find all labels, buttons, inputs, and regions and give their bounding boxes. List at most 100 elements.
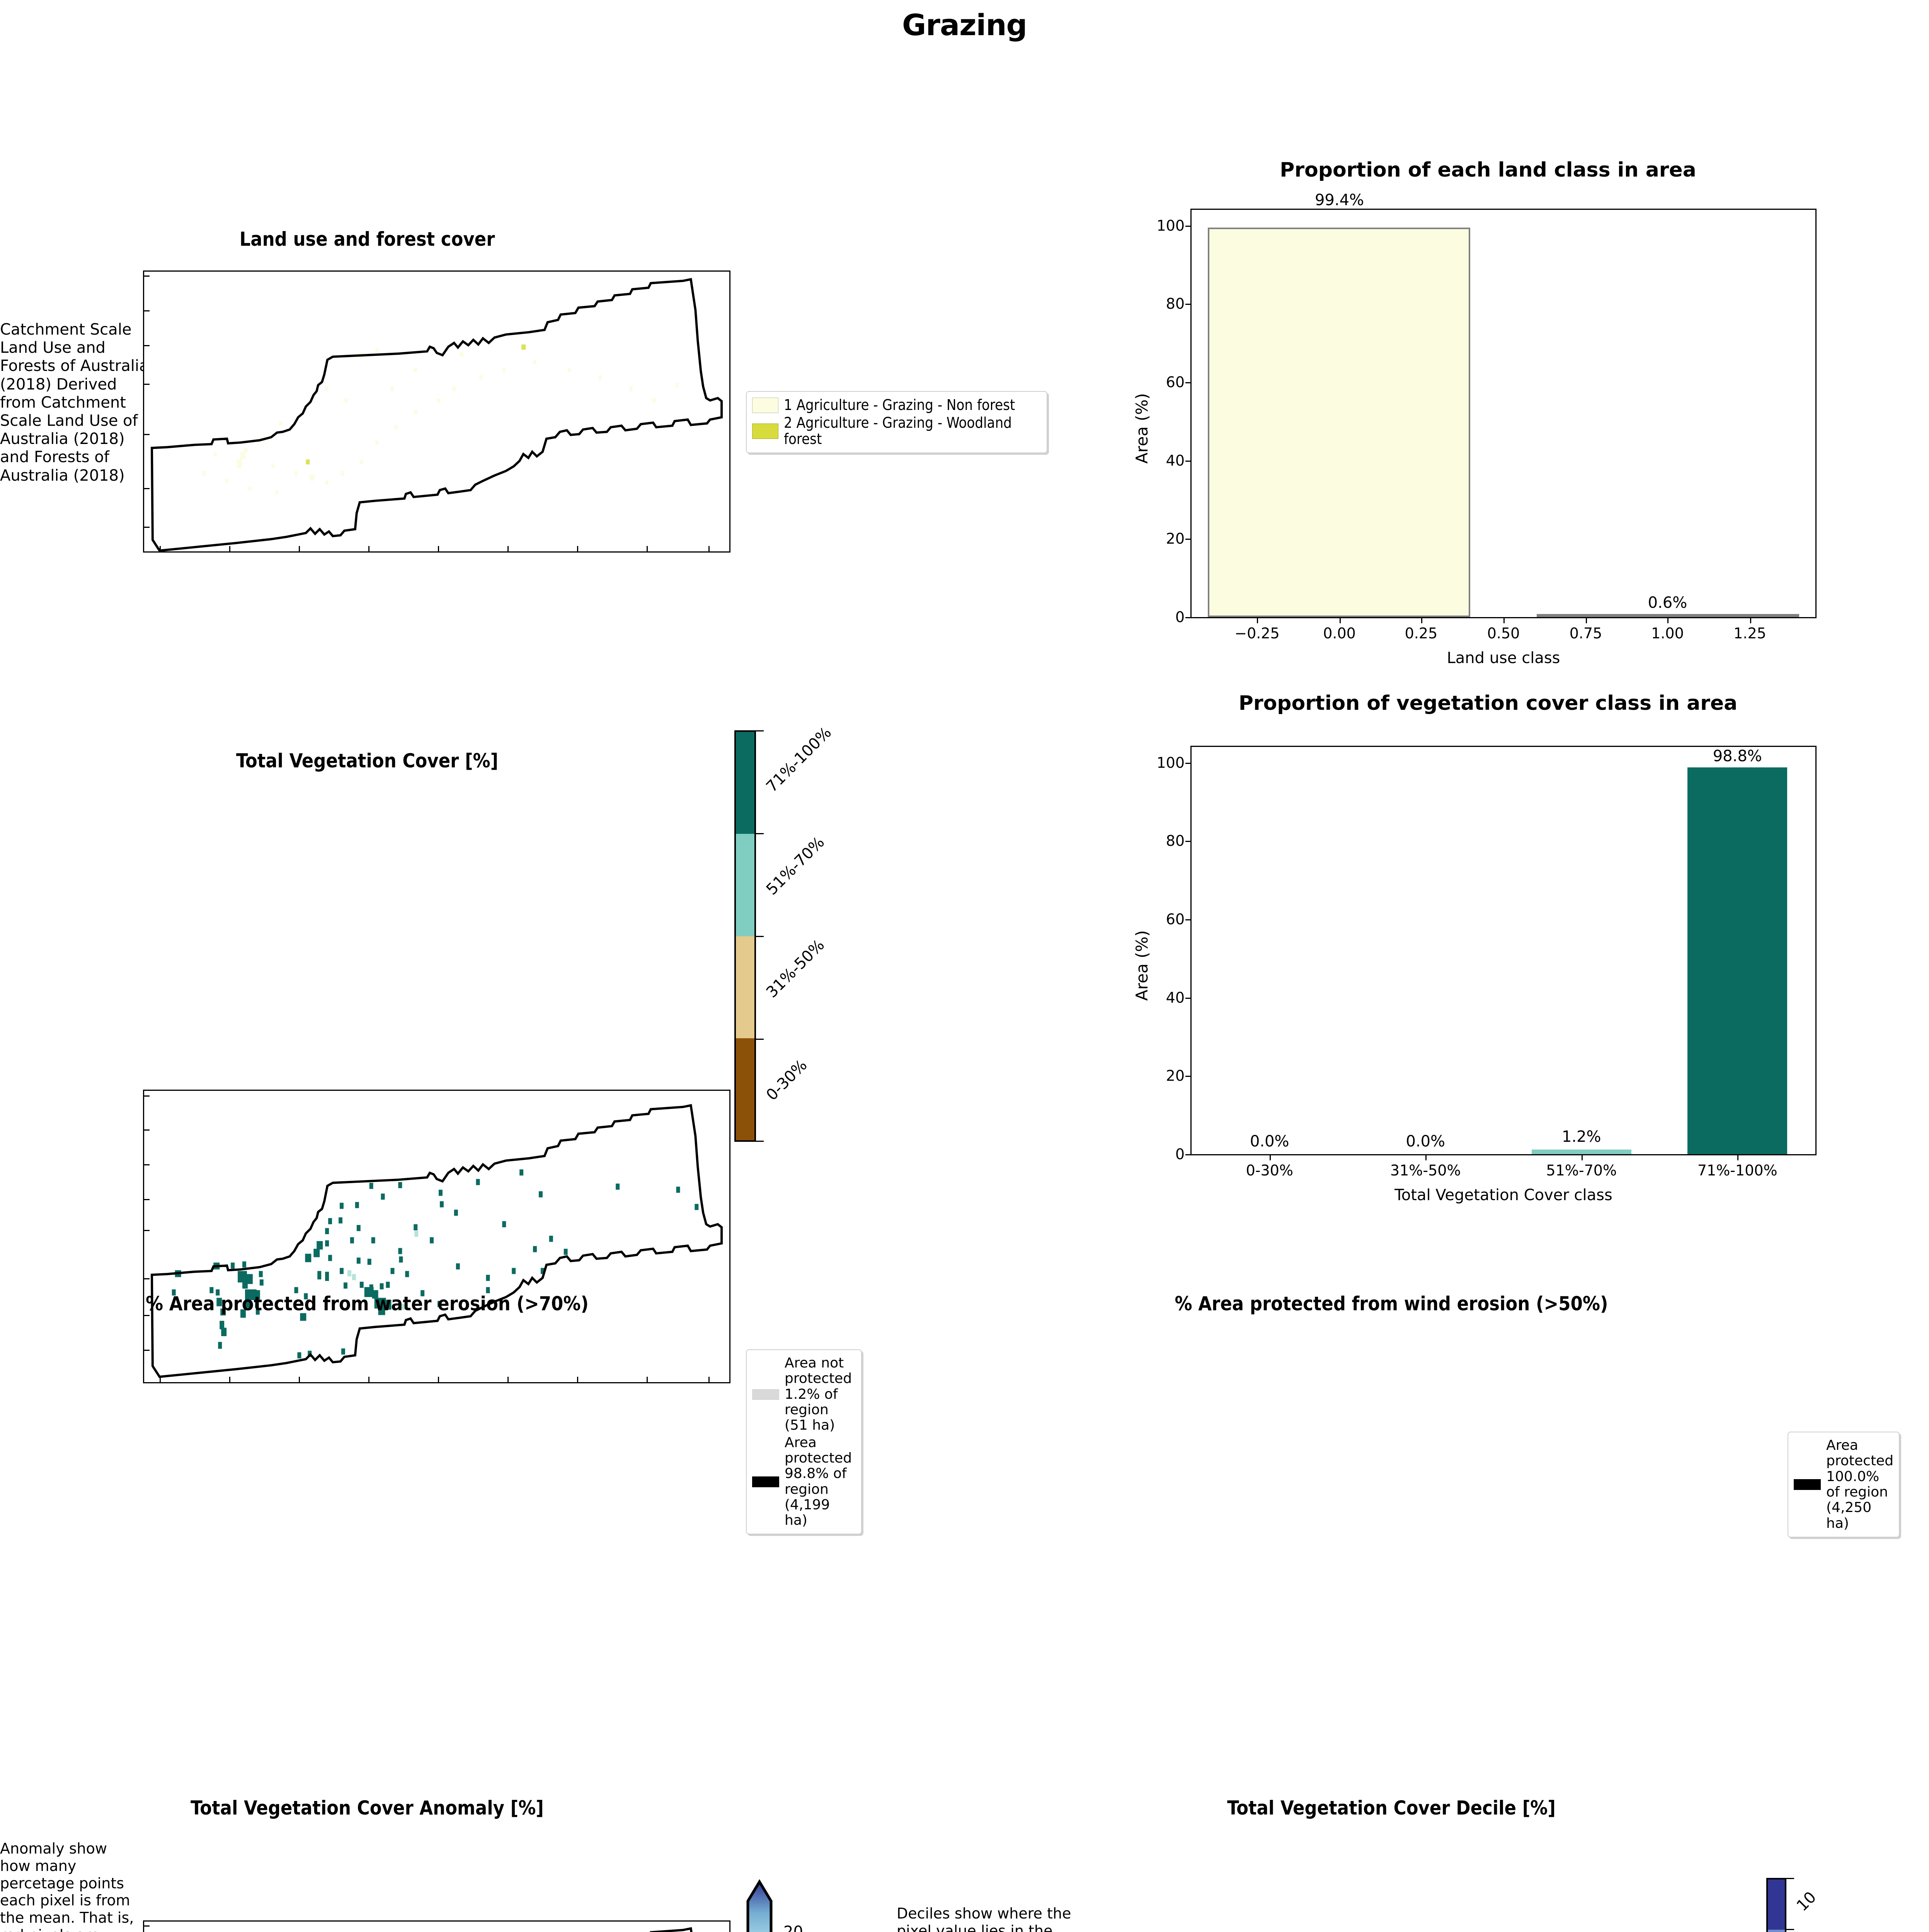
- wind-erosion-map-title: % Area protected from wind erosion (>50%…: [1175, 1293, 1608, 1315]
- legend-label: Area protected 98.8% of region (4,199 ha…: [785, 1434, 852, 1529]
- legend-label: Area not protected 1.2% of region (51 ha…: [785, 1355, 852, 1434]
- colorbar-segment-31-50: [736, 936, 754, 1038]
- bar-value-label: 0.0%: [1250, 1133, 1289, 1150]
- x-tick-label: 31%-50%: [1390, 1162, 1461, 1179]
- y-tick-label: 20: [1166, 530, 1185, 548]
- land-class-chart[interactable]: 99.4% 0.6% 0 20 40 60 80 100 −0.25 0.00 …: [1132, 191, 1817, 667]
- page-title: Grazing: [902, 8, 1027, 42]
- water-erosion-map-title: % Area protected from water erosion (>70…: [146, 1293, 589, 1315]
- bar-land-class-1[interactable]: [1536, 614, 1800, 617]
- veg-class-chart[interactable]: 0.0% 0.0% 1.2% 98.8% 0 20 40 60 80 100 0…: [1132, 746, 1817, 1204]
- x-tick-label: 0.00: [1323, 625, 1356, 642]
- y-axis-label: Area (%): [1132, 393, 1151, 464]
- x-axis-label: Land use class: [1447, 649, 1560, 667]
- veg-class-chart-title: Proportion of vegetation cover class in …: [1238, 692, 1738, 715]
- land-use-map-canvas: [150, 278, 723, 551]
- y-tick-label: 20: [1166, 1067, 1185, 1085]
- legend-label: 2 Agriculture - Grazing - Woodland fores…: [784, 414, 1012, 447]
- x-tick-label: 1.25: [1733, 625, 1766, 642]
- anomaly-map-title: Total Vegetation Cover Anomaly [%]: [191, 1797, 544, 1819]
- land-use-map-title: Land use and forest cover: [239, 228, 495, 250]
- veg-cover-map[interactable]: [143, 1090, 730, 1383]
- land-use-raster: [190, 344, 679, 495]
- veg-cover-map-title: Total Vegetation Cover [%]: [236, 750, 499, 772]
- x-tick-label: 0.50: [1487, 625, 1520, 642]
- x-tick-label: 0.75: [1569, 625, 1602, 642]
- legend-item: Area protected 100.0% of region (4,250 h…: [1794, 1437, 1894, 1531]
- anomaly-map-caption: Anomaly show how many percetage points e…: [0, 1840, 134, 1932]
- bar-value-label: 99.4%: [1314, 191, 1364, 209]
- legend-swatch-protected: [1794, 1479, 1821, 1490]
- bar-value-label: 98.8%: [1713, 747, 1762, 765]
- legend-item: 1 Agriculture - Grazing - Non forest: [752, 397, 1041, 413]
- y-tick-label: 0: [1175, 609, 1185, 626]
- land-use-map[interactable]: [143, 270, 730, 553]
- land-class-plot-area: 99.4% 0.6% 0 20 40 60 80 100 −0.25 0.00 …: [1156, 191, 1817, 642]
- y-tick-label: 100: [1156, 217, 1185, 234]
- colorbar-label-0-30: 0-30%: [763, 1056, 811, 1104]
- y-axis-label: Area (%): [1132, 930, 1151, 1001]
- region-boundary: [649, 1927, 693, 1932]
- colorbar-label-31-50: 31%-50%: [763, 936, 828, 1002]
- y-tick-label: 0: [1175, 1146, 1185, 1163]
- colorbar-label-10: 10: [1793, 1888, 1820, 1915]
- y-tick-label: 100: [1156, 754, 1185, 771]
- bar-value-label: 1.2%: [1561, 1128, 1601, 1146]
- bar-land-class-0[interactable]: [1207, 228, 1471, 617]
- wind-erosion-legend[interactable]: Area protected 100.0% of region (4,250 h…: [1788, 1432, 1900, 1537]
- bar-value-label: 0.0%: [1406, 1133, 1445, 1150]
- legend-swatch-not-protected: [752, 1389, 779, 1400]
- colorbar-segment-10: [1768, 1879, 1785, 1930]
- water-erosion-map-canvas: [649, 1927, 693, 1932]
- anomaly-colorbar-strip: [746, 1879, 773, 1932]
- water-erosion-legend[interactable]: Area not protected 1.2% of region (51 ha…: [746, 1349, 862, 1535]
- water-erosion-map[interactable]: [143, 1920, 730, 1932]
- colorbar-label-51-70: 51%-70%: [763, 833, 828, 899]
- x-tick-label: 0-30%: [1246, 1162, 1293, 1179]
- legend-item: Area not protected 1.2% of region (51 ha…: [752, 1355, 856, 1434]
- legend-item: Area protected 98.8% of region (4,199 ha…: [752, 1435, 856, 1529]
- y-tick-label: 60: [1166, 910, 1185, 928]
- decile-colorbar[interactable]: 10 8-9 4-7 2-3 1: [1766, 1878, 1921, 1932]
- colorbar-label-71-100: 71%-100%: [763, 723, 835, 796]
- veg-cover-raster: [172, 1169, 699, 1359]
- legend-label: Area protected 100.0% of region (4,250 h…: [1826, 1437, 1894, 1531]
- region-boundary: [150, 278, 723, 551]
- legend-swatch-woodland-forest: [752, 423, 778, 439]
- colorbar-segment-8-9: [1768, 1930, 1785, 1932]
- x-tick-label: 1.00: [1651, 625, 1684, 642]
- land-use-map-caption: Catchment Scale Land Use and Forests of …: [0, 321, 149, 485]
- bar-veg-class-3[interactable]: [1687, 767, 1788, 1154]
- y-tick-label: 40: [1166, 989, 1185, 1006]
- legend-swatch-non-forest: [752, 397, 778, 413]
- x-axis-label: Total Vegetation Cover class: [1394, 1186, 1612, 1204]
- y-tick-label: 40: [1166, 452, 1185, 469]
- x-tick-label: 71%-100%: [1697, 1162, 1777, 1179]
- anomaly-colorbar[interactable]: 20 10 0 −10 −20: [744, 1878, 899, 1932]
- bar-value-label: 0.6%: [1648, 594, 1687, 612]
- region-boundary: [150, 1104, 723, 1378]
- y-tick-label: 80: [1166, 832, 1185, 850]
- colorbar-tick-label: 20: [783, 1923, 803, 1932]
- x-tick-label: 0.25: [1405, 625, 1438, 642]
- bar-veg-class-2[interactable]: [1531, 1149, 1631, 1154]
- decile-colorbar-strip: [1766, 1878, 1786, 1932]
- legend-swatch-protected: [752, 1476, 779, 1487]
- legend-item: 2 Agriculture - Grazing - Woodland fores…: [752, 415, 1041, 447]
- veg-cover-colorbar[interactable]: 71%-100% 51%-70% 31%-50% 0-30%: [734, 724, 889, 1159]
- y-tick-label: 60: [1166, 373, 1185, 391]
- colorbar-segment-51-70: [736, 834, 754, 936]
- decile-map-title: Total Vegetation Cover Decile [%]: [1227, 1797, 1556, 1819]
- x-tick-label: −0.25: [1234, 625, 1280, 642]
- x-tick-label: 51%-70%: [1546, 1162, 1617, 1179]
- veg-cover-map-canvas: [150, 1104, 723, 1378]
- veg-cover-colorbar-strip: [734, 730, 756, 1142]
- y-tick-label: 80: [1166, 295, 1185, 313]
- colorbar-segment-71-100: [736, 732, 754, 834]
- veg-class-plot-area: 0.0% 0.0% 1.2% 98.8% 0 20 40 60 80 100 0…: [1156, 746, 1817, 1179]
- legend-label: 1 Agriculture - Grazing - Non forest: [784, 396, 1015, 413]
- land-use-legend[interactable]: 1 Agriculture - Grazing - Non forest 2 A…: [746, 391, 1047, 454]
- land-class-chart-title: Proportion of each land class in area: [1280, 158, 1696, 182]
- decile-map-caption: Deciles show where the pixel value lies …: [897, 1905, 1071, 1932]
- colorbar-segment-0-30: [736, 1038, 754, 1140]
